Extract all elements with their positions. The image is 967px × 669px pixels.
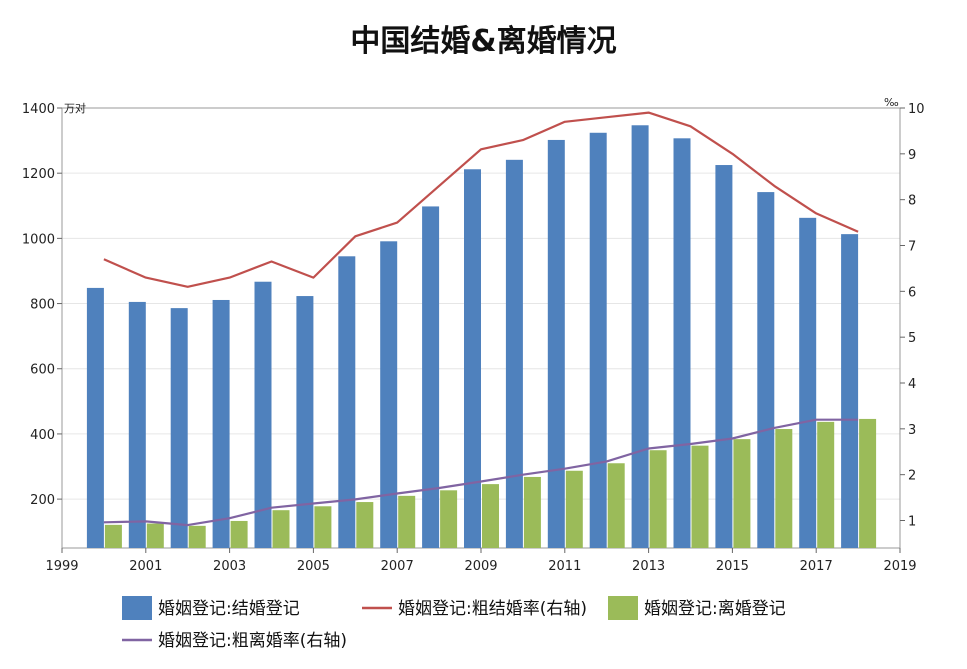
x-tick-label: 2011 <box>548 559 581 574</box>
legend-swatch <box>122 596 152 620</box>
legend-label: 婚姻登记:离婚登记 <box>644 599 786 619</box>
bar-divorce <box>314 506 332 548</box>
x-tick-label: 2005 <box>297 559 330 574</box>
x-tick-label: 2013 <box>632 559 665 574</box>
bar-divorce <box>104 524 122 548</box>
bar-marriage <box>296 296 314 548</box>
legend: 婚姻登记:结婚登记 婚姻登记:粗结婚率(右轴) 婚姻登记:离婚登记婚姻登记:粗离婚率… <box>122 596 786 651</box>
legend-label: 婚姻登记:粗结婚率(右轴) <box>398 599 587 619</box>
x-tick-label: 2019 <box>883 559 916 574</box>
bar-divorce <box>649 450 667 548</box>
bar-marriage <box>170 308 188 548</box>
bar-divorce <box>775 429 793 548</box>
bar-marriage <box>422 206 440 548</box>
bar-marriage <box>757 192 775 549</box>
legend-swatch <box>608 596 638 620</box>
x-tick-label: 2017 <box>800 559 833 574</box>
bar-marriage <box>380 241 398 548</box>
y-right-tick-label: 7 <box>908 240 916 255</box>
y-right-tick-label: 8 <box>908 194 916 209</box>
bar-divorce <box>607 463 625 548</box>
bar-divorce <box>356 502 374 548</box>
bar-marriage <box>673 138 691 549</box>
bar-divorce <box>859 418 877 548</box>
y-right-tick-label: 4 <box>908 377 916 392</box>
y-right-tick-label: 3 <box>908 423 916 438</box>
bar-marriage <box>338 256 356 548</box>
chart-title: 中国结婚&离婚情况 <box>350 24 617 59</box>
y-left-tick-label: 400 <box>30 428 55 443</box>
bar-divorce <box>440 490 458 548</box>
bar-marriage <box>464 169 481 548</box>
bar-divorce <box>188 525 206 548</box>
line-marriage-rate <box>103 111 859 288</box>
bar-divorce <box>146 523 164 548</box>
bar-divorce <box>230 520 248 548</box>
y-left-tick-label: 600 <box>30 363 55 378</box>
bar-marriage <box>505 159 523 549</box>
bar-divorce <box>272 510 290 548</box>
legend-label: 婚姻登记:结婚登记 <box>158 599 300 619</box>
bar-marriage <box>631 125 649 548</box>
bar-marriage <box>86 287 104 548</box>
legend-label: 婚姻登记:粗离婚率(右轴) <box>158 631 347 651</box>
bar-divorce <box>523 476 541 548</box>
x-tick-label: 2009 <box>464 559 497 574</box>
bar-marriage <box>212 299 230 548</box>
y-left-tick-label: 800 <box>30 298 55 313</box>
y-left-tick-label: 200 <box>30 493 55 508</box>
y-right-tick-label: 2 <box>908 469 916 484</box>
bar-marriage <box>128 301 146 548</box>
x-tick-label: 2001 <box>129 559 162 574</box>
y-right-unit: ‰ <box>884 96 899 109</box>
y-left-unit: 万对 <box>64 101 86 115</box>
y-right-tick-label: 10 <box>908 102 925 117</box>
bar-divorce <box>482 484 499 548</box>
bar-divorce <box>398 495 416 548</box>
x-tick-label: 2015 <box>716 559 749 574</box>
bar-divorce <box>565 470 583 548</box>
plot-area: 200 400 600 800 1000 1200 1400 万对 1 2 3 4 5 6 7 8 9 10 ‰ 19… <box>22 96 925 574</box>
bar-divorce <box>733 439 751 548</box>
y-left-tick-label: 1400 <box>22 102 55 117</box>
x-tick-label: 2003 <box>213 559 246 574</box>
bar-divorce <box>691 445 709 548</box>
bar-divorce <box>817 421 835 548</box>
y-right-tick-label: 5 <box>908 331 916 346</box>
line-divorce-rate <box>103 418 859 527</box>
bar-marriage <box>547 139 565 548</box>
bar-marriage <box>715 165 733 548</box>
y-right-tick-label: 9 <box>908 148 916 163</box>
y-right-tick-label: 1 <box>908 515 916 530</box>
bar-marriage <box>841 234 859 548</box>
bar-marriage <box>589 132 607 548</box>
bar-marriage <box>254 281 272 548</box>
y-left-tick-label: 1000 <box>22 232 55 247</box>
y-left-tick-label: 1200 <box>22 167 55 182</box>
bar-marriage <box>799 217 817 548</box>
y-right-tick-label: 6 <box>908 285 916 300</box>
x-tick-label: 1999 <box>45 559 78 574</box>
x-tick-label: 2007 <box>381 559 414 574</box>
